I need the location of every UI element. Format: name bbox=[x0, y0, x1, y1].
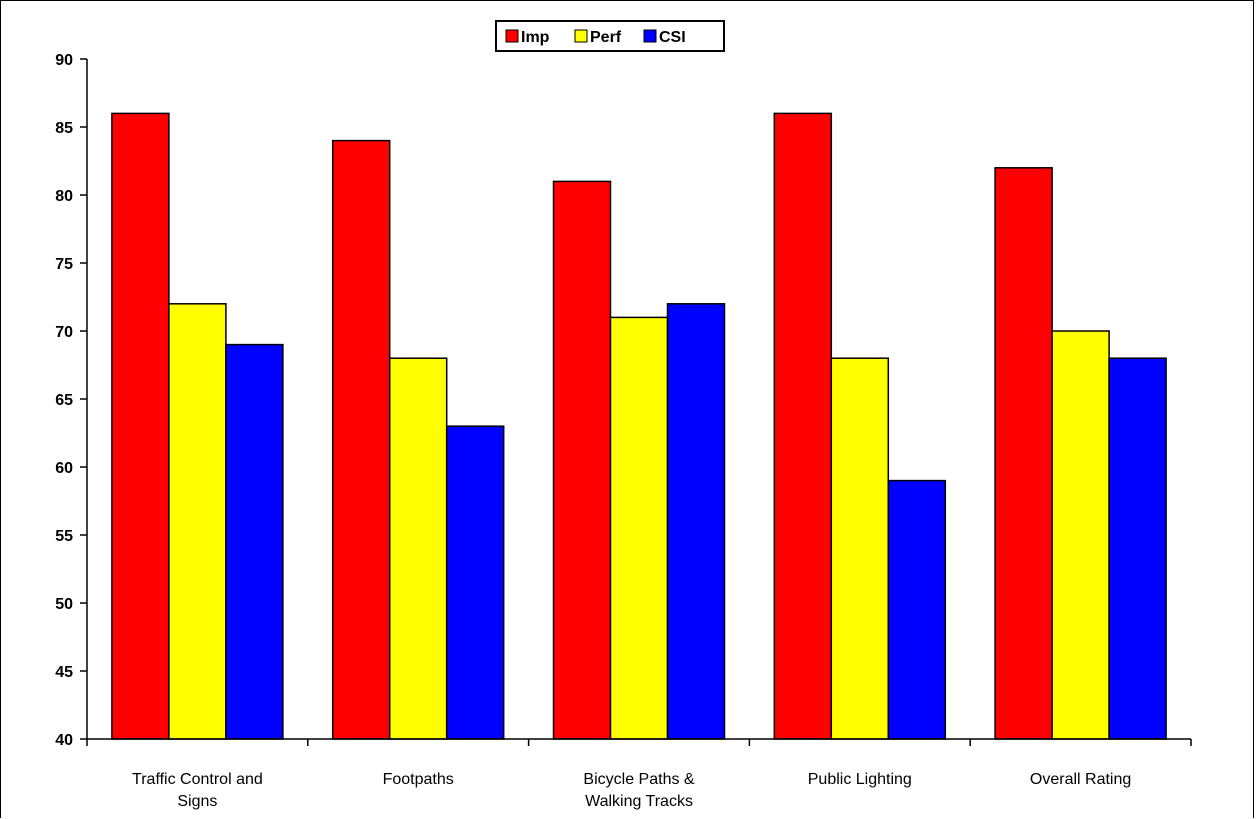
legend-swatch-perf bbox=[574, 29, 588, 43]
y-tick-label: 80 bbox=[55, 188, 73, 205]
x-tick-label: Signs bbox=[177, 793, 217, 810]
x-tick-label: Footpaths bbox=[383, 771, 454, 788]
legend-swatch-csi bbox=[643, 29, 657, 43]
legend-label-imp: Imp bbox=[521, 29, 550, 46]
bar-perf bbox=[168, 303, 227, 740]
y-tick-label: 65 bbox=[55, 392, 73, 409]
bar-csi bbox=[225, 343, 284, 740]
y-tick-label: 40 bbox=[55, 732, 73, 749]
y-tick-label: 75 bbox=[55, 256, 73, 273]
x-tick-label: Bicycle Paths & bbox=[583, 771, 694, 788]
legend-box bbox=[495, 20, 725, 52]
bar-imp bbox=[994, 167, 1053, 740]
bar-csi bbox=[666, 303, 726, 740]
y-tick-label: 70 bbox=[55, 324, 73, 341]
bar-imp bbox=[111, 112, 170, 740]
x-tick-label: Public Lighting bbox=[808, 771, 912, 788]
bar-perf bbox=[609, 316, 669, 740]
bar-perf bbox=[830, 357, 890, 740]
axes: 40 45 50 55 60 65 70 75 80 85 90 Traffic Control an… bbox=[55, 52, 1192, 810]
y-tick-label: 55 bbox=[55, 528, 73, 545]
bars bbox=[111, 112, 1167, 740]
bar-csi bbox=[887, 479, 947, 740]
bar-perf bbox=[1051, 330, 1110, 740]
y-tick-label: 50 bbox=[55, 596, 73, 613]
bar-perf bbox=[388, 357, 448, 740]
legend-label-csi: CSI bbox=[659, 29, 686, 46]
bar-csi bbox=[445, 425, 505, 740]
x-tick-label: Traffic Control and bbox=[132, 771, 263, 788]
x-tick-label: Overall Rating bbox=[1030, 771, 1131, 788]
y-tick-label: 60 bbox=[55, 460, 73, 477]
legend-swatch-imp bbox=[505, 29, 519, 43]
y-tick-label: 90 bbox=[55, 52, 73, 69]
bar-csi bbox=[1108, 357, 1167, 740]
legend: Imp Perf CSI bbox=[495, 20, 725, 52]
bar-imp bbox=[331, 139, 391, 740]
legend-label-perf: Perf bbox=[590, 29, 622, 46]
x-tick-label: Walking Tracks bbox=[585, 793, 693, 810]
bar-imp bbox=[552, 180, 612, 740]
y-tick-label: 45 bbox=[55, 664, 73, 681]
bar-imp bbox=[773, 112, 833, 740]
y-tick-label: 85 bbox=[55, 120, 73, 137]
